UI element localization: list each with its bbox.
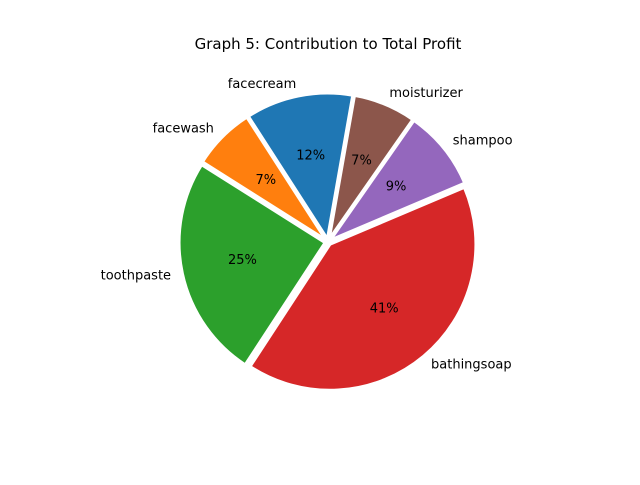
category-label-toothpaste: toothpaste	[101, 269, 171, 284]
pie-slice-toothpaste	[177, 163, 327, 367]
pie-slice-facecream	[246, 91, 355, 241]
pie-slices	[177, 91, 478, 392]
category-label-moisturizer: moisturizer	[389, 86, 463, 101]
pie-percent-labels: 12% 7% 25% 41% 9% 7%	[228, 149, 406, 317]
category-label-shampoo: shampoo	[453, 133, 513, 148]
pie-slice-shampoo	[328, 118, 467, 242]
chart-title: Graph 5: Contribution to Total Profit	[195, 35, 462, 53]
percent-label-shampoo: 9%	[386, 179, 407, 194]
pie-slice-bathingsoap	[248, 185, 478, 392]
percent-label-facecream: 12%	[296, 149, 325, 164]
pie-slice-facewash	[200, 115, 328, 242]
pie-category-labels: facecream facewash toothpaste bathingsoap sh…	[101, 77, 513, 373]
category-label-bathingsoap: bathingsoap	[431, 358, 512, 373]
percent-label-facewash: 7%	[255, 173, 276, 188]
percent-label-moisturizer: 7%	[351, 154, 372, 169]
percent-label-toothpaste: 25%	[228, 253, 257, 268]
category-label-facewash: facewash	[153, 121, 214, 136]
percent-label-bathingsoap: 41%	[370, 302, 399, 317]
category-label-facecream: facecream	[228, 77, 297, 92]
pie-slice-moisturizer	[327, 93, 415, 241]
